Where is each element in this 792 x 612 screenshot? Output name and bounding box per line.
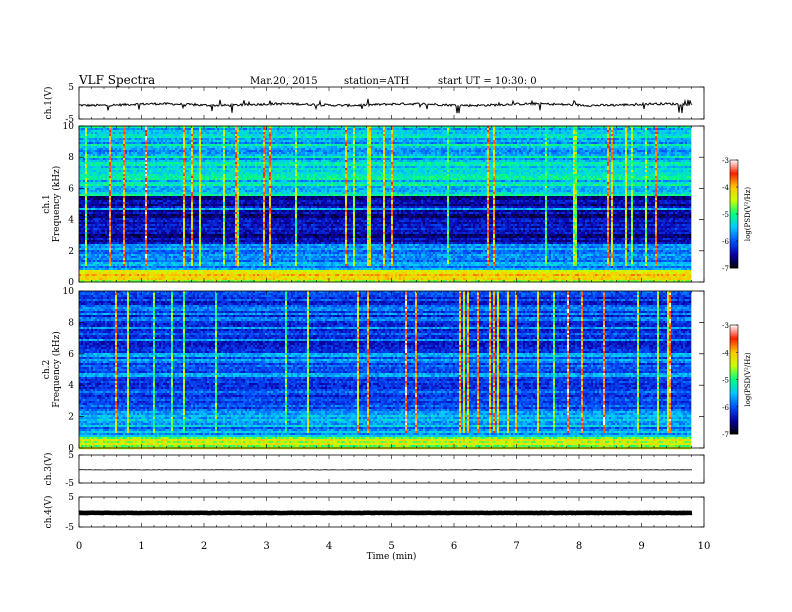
y-tick-label: 10: [63, 122, 75, 132]
panel-frame: [78, 86, 705, 120]
spectrogram-image: [79, 126, 692, 283]
channel-label: ch.1: [42, 194, 52, 213]
y-tick-label: 8: [68, 318, 74, 328]
x-tick-label: 9: [638, 541, 644, 552]
y-tick-label: 2: [68, 247, 74, 257]
waveform-panel-1: 5 -5 ch.1(V): [43, 83, 705, 125]
y-axis-label: Frequency (kHz): [51, 166, 62, 243]
colorbar: -3 -4 -5 -6 -7 log(PSD(V²/Hz): [722, 157, 752, 273]
y-axis-label: ch.4(V): [43, 496, 54, 529]
start-time-label: start UT = 10:30: 0: [438, 76, 537, 87]
y-tick-label: 4: [68, 216, 74, 226]
colorbar-tick-label: -6: [722, 404, 729, 412]
station-label: station=ATH: [344, 76, 409, 87]
spectrogram-panel-1: 0 2 4 6 8 10 ch.1 Frequency (kHz) -3 -4 -5 -6 -7 log(…: [42, 122, 752, 288]
y-axis-label: ch.3(V): [43, 453, 54, 486]
x-tick-label: 1: [138, 541, 144, 552]
colorbar-tick-label: -3: [722, 157, 729, 165]
y-tick-label: 0: [68, 444, 74, 454]
channel-label: ch.2: [42, 360, 52, 379]
colorbar: -3 -4 -5 -6 -7 log(PSD(V²/Hz): [722, 322, 752, 439]
spectrogram-panel-2: 0 2 4 6 8 10 ch.2 Frequency (kHz) -3 -4 -5 -6 -7 log(…: [42, 287, 752, 454]
colorbar-tick-label: -7: [722, 431, 729, 439]
y-axis-label: Frequency (kHz): [51, 331, 62, 408]
date-label: Mar.20, 2015: [250, 76, 318, 87]
y-tick-label: 6: [68, 350, 74, 360]
colorbar-tick-label: -4: [722, 184, 729, 192]
spectrogram-image: [79, 291, 692, 450]
x-tick-label: 8: [576, 541, 582, 552]
y-tick-label: 6: [68, 184, 74, 194]
y-tick-label: 5: [68, 83, 74, 93]
y-tick-label: -5: [65, 115, 74, 125]
y-tick-label: 2: [68, 413, 74, 423]
panel-frame: [78, 454, 705, 484]
x-tick-label: 0: [76, 541, 82, 552]
y-axis-label: ch.1(V): [43, 87, 54, 120]
y-tick-label: -5: [65, 523, 74, 533]
waveform-trace: [78, 98, 693, 114]
x-tick-label: 7: [513, 541, 519, 552]
y-tick-label: 10: [63, 287, 75, 297]
x-tick-label: 2: [201, 541, 207, 552]
colorbar-tick-label: -6: [722, 238, 729, 246]
x-tick-label: 10: [698, 541, 711, 552]
y-tick-label: 5: [68, 451, 74, 461]
x-axis-label: Time (min): [367, 551, 417, 562]
colorbar-tick-label: -4: [722, 349, 729, 357]
x-tick-label: 5: [388, 541, 394, 552]
figure-title: VLF Spectra: [79, 73, 155, 87]
colorbar-tick-label: -5: [722, 211, 729, 219]
y-tick-label: 8: [68, 153, 74, 163]
x-tick-label: 3: [263, 541, 269, 552]
x-tick-label: 6: [451, 541, 457, 552]
y-tick-label: -5: [65, 479, 74, 489]
colorbar-label: log(PSD(V²/Hz): [744, 352, 752, 407]
colorbar-tick-label: -3: [722, 322, 729, 330]
colorbar-tick-label: -5: [722, 377, 729, 385]
colorbar-tick-label: -7: [722, 265, 729, 273]
y-tick-label: 5: [68, 493, 74, 503]
y-tick-label: 4: [68, 381, 74, 391]
waveform-panel-4: 5 -5 ch.3(V): [43, 451, 705, 489]
y-tick-label: 0: [68, 278, 74, 288]
x-tick-label: 4: [326, 541, 332, 552]
waveform-panel-5: 5 -5 ch.4(V): [43, 493, 705, 533]
x-axis: 0 1 2 3 4 5 6 7 8 9 10 Time (min): [76, 541, 711, 562]
colorbar-label: log(PSD(V²/Hz): [744, 187, 752, 242]
